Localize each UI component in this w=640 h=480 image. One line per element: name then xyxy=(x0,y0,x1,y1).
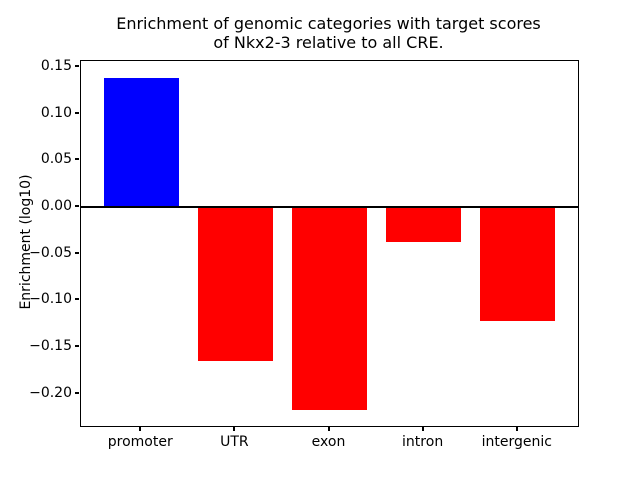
y-tick-mark xyxy=(75,204,79,207)
y-tick-mark xyxy=(75,111,79,114)
y-tick-mark xyxy=(75,391,79,394)
bar-UTR xyxy=(197,206,274,362)
y-tick-mark xyxy=(75,345,79,348)
y-axis-label: Enrichment (log10) xyxy=(18,174,34,310)
chart-title-line1: Enrichment of genomic categories with ta… xyxy=(116,14,541,33)
x-tick-label-UTR: UTR xyxy=(220,434,249,450)
chart-title-line2: of Nkx2-3 relative to all CRE. xyxy=(213,33,444,52)
x-tick-mark xyxy=(515,427,518,431)
y-tick-mark xyxy=(75,158,79,161)
x-tick-label-exon: exon xyxy=(311,434,346,450)
y-tick-label: 0.15 xyxy=(40,57,72,74)
y-tick-label: −0.05 xyxy=(29,244,72,261)
bar-exon xyxy=(291,206,368,410)
x-tick-label-intron: intron xyxy=(402,434,444,450)
chart-title: Enrichment of genomic categories with ta… xyxy=(80,14,577,52)
plot-area xyxy=(80,60,579,427)
x-tick-mark xyxy=(139,427,142,431)
bar-intergenic xyxy=(480,206,556,321)
bar-intron xyxy=(385,206,462,242)
y-tick-label: −0.20 xyxy=(29,384,72,401)
x-tick-label-intergenic: intergenic xyxy=(481,434,552,450)
y-tick-label: 0.00 xyxy=(40,197,72,214)
y-tick-label: 0.10 xyxy=(40,104,72,121)
zero-line xyxy=(81,205,578,208)
bar-promoter xyxy=(103,78,179,207)
x-tick-label-promoter: promoter xyxy=(107,434,173,450)
y-tick-label: −0.10 xyxy=(29,291,72,308)
y-tick-mark xyxy=(75,298,79,301)
x-tick-mark xyxy=(421,427,424,431)
y-tick-mark xyxy=(75,64,79,67)
y-tick-mark xyxy=(75,251,79,254)
y-tick-label: −0.15 xyxy=(29,338,72,355)
x-tick-mark xyxy=(233,427,236,431)
x-tick-mark xyxy=(327,427,330,431)
y-tick-label: 0.05 xyxy=(40,151,72,168)
